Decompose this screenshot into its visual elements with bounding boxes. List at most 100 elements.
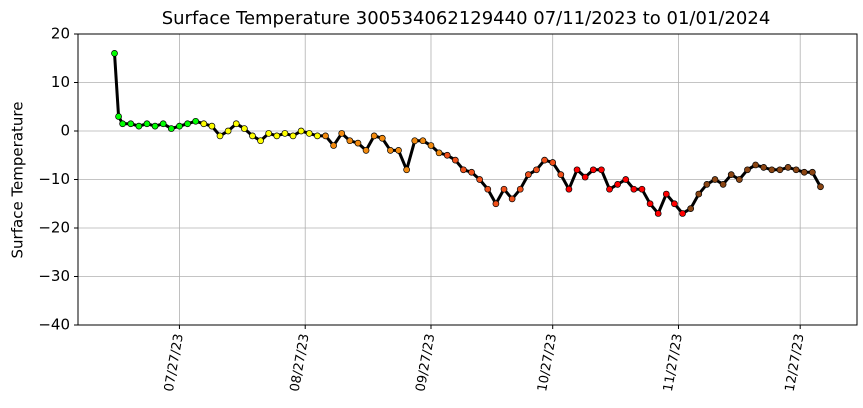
data-point <box>541 156 548 164</box>
chart-title: Surface Temperature 300534062129440 07/1… <box>162 8 771 29</box>
y-tick-label: −30 <box>38 267 70 285</box>
data-point <box>654 210 662 217</box>
data-point <box>695 190 703 198</box>
data-point <box>451 156 459 164</box>
data-point <box>119 120 126 128</box>
data-point <box>516 185 524 193</box>
data-point <box>598 166 605 174</box>
y-tick-label: −10 <box>38 170 70 188</box>
data-point <box>281 130 289 137</box>
data-point <box>395 147 402 154</box>
data-point <box>460 166 467 174</box>
data-point <box>500 185 508 193</box>
data-point <box>354 139 362 147</box>
data-point <box>115 113 122 120</box>
data-point <box>249 132 256 140</box>
data-point <box>752 161 759 169</box>
data-point <box>662 190 670 198</box>
data-point <box>346 137 354 145</box>
data-point <box>305 130 313 137</box>
plot-frame <box>77 33 858 326</box>
data-point <box>127 120 135 128</box>
data-point <box>679 210 686 217</box>
data-point <box>492 200 500 208</box>
data-point <box>760 164 768 171</box>
data-point <box>573 166 581 174</box>
data-point <box>330 142 337 149</box>
data-point <box>638 185 646 193</box>
data-point <box>192 117 200 125</box>
data-point <box>614 181 621 188</box>
data-point <box>322 132 329 140</box>
data-point <box>208 122 216 130</box>
data-point <box>370 132 378 140</box>
data-point <box>314 132 321 140</box>
data-point <box>719 181 727 188</box>
data-point <box>167 125 175 132</box>
data-point <box>809 168 816 176</box>
data-point <box>273 132 281 140</box>
data-point <box>484 185 492 193</box>
data-point <box>159 120 167 128</box>
y-tick-label: −20 <box>38 219 70 237</box>
data-point <box>744 166 751 174</box>
data-point <box>240 125 248 132</box>
data-point <box>671 200 678 208</box>
x-tick-label: 10/27/23 <box>535 333 560 393</box>
data-point <box>792 166 800 174</box>
x-tick-label: 11/27/23 <box>661 333 686 393</box>
data-point <box>768 166 776 174</box>
data-point <box>711 176 719 183</box>
data-point <box>411 137 419 145</box>
data-point <box>508 195 516 203</box>
data-point <box>257 137 264 145</box>
data-point <box>135 122 143 130</box>
y-axis-label: Surface Temperature <box>9 102 27 259</box>
data-point <box>427 142 435 149</box>
data-point <box>387 147 394 154</box>
data-point <box>403 166 410 174</box>
data-point <box>265 130 273 137</box>
y-tick-label: 20 <box>51 25 70 43</box>
data-point <box>784 164 792 171</box>
data-point <box>687 205 695 212</box>
data-point <box>111 50 118 57</box>
data-point <box>443 151 451 159</box>
data-point <box>151 122 159 130</box>
data-point <box>549 159 557 166</box>
data-point <box>727 171 735 178</box>
data-point <box>216 132 224 140</box>
data-point <box>378 134 386 142</box>
data-point <box>176 122 183 130</box>
data-point <box>557 171 565 178</box>
series-line <box>113 53 197 131</box>
data-point <box>589 166 597 174</box>
data-point <box>735 176 743 183</box>
data-point <box>703 181 711 188</box>
data-point <box>776 166 784 174</box>
data-point <box>435 149 443 157</box>
data-point <box>232 120 240 128</box>
data-point <box>565 185 573 193</box>
data-point <box>143 120 151 128</box>
data-point <box>419 137 427 145</box>
data-point <box>289 132 297 140</box>
data-point <box>817 183 824 191</box>
data-point <box>646 200 654 208</box>
data-point <box>630 185 638 193</box>
data-point <box>525 171 532 178</box>
data-point <box>338 130 346 137</box>
data-point <box>362 147 370 154</box>
data-point <box>800 168 808 176</box>
x-tick-label: 07/27/23 <box>162 333 187 393</box>
data-point <box>581 173 589 181</box>
y-tick-label: −40 <box>38 316 70 334</box>
data-point <box>224 127 232 135</box>
data-point <box>468 168 475 176</box>
data-point <box>200 120 208 128</box>
x-tick-label: 12/27/23 <box>783 333 808 393</box>
data-point <box>476 176 484 183</box>
data-point <box>622 176 630 183</box>
data-point <box>606 185 613 193</box>
